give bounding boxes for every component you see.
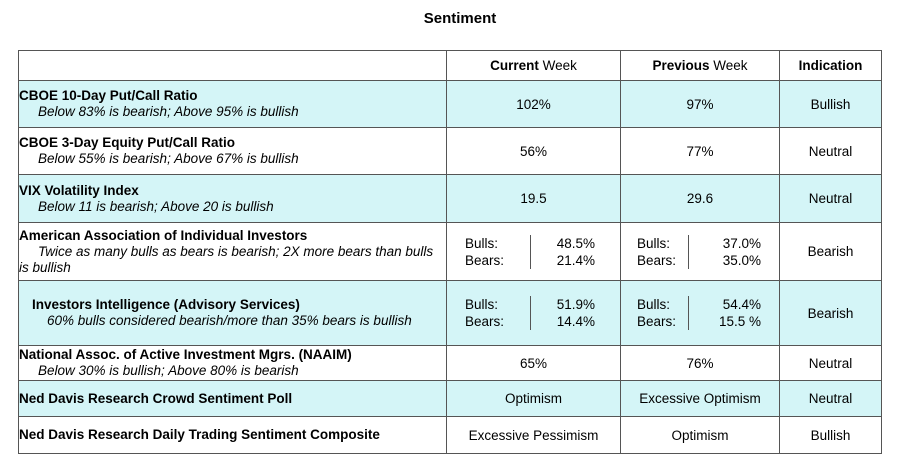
previous-week-value: Excessive Optimism — [620, 380, 780, 417]
indicator-name: CBOE 3-Day Equity Put/Call Ratio — [19, 135, 236, 150]
bulls-value: 37.0% — [722, 235, 761, 251]
indication-value: Bearish — [779, 222, 882, 281]
indicator-label-cell: National Assoc. of Active Investment Mgr… — [18, 345, 447, 381]
indication-value: Neutral — [779, 127, 882, 175]
previous-week-value: 97% — [620, 80, 780, 128]
bulls-label: Bulls: — [465, 235, 499, 251]
indicator-label-cell: Investors Intelligence (Advisory Service… — [18, 280, 447, 346]
header-current-week: Current Week — [446, 50, 621, 81]
bulls-value: 51.9% — [556, 297, 595, 312]
indicator-criteria: Below 11 is bearish; Above 20 is bullish — [38, 198, 274, 214]
indicator-criteria: Below 55% is bearish; Above 67% is bulli… — [38, 151, 299, 166]
current-week-value: Excessive Pessimism — [446, 416, 621, 454]
table-row: Investors Intelligence (Advisory Service… — [18, 280, 882, 346]
indication-value: Neutral — [779, 174, 882, 223]
current-week-value: 56% — [446, 127, 621, 175]
indicator-name: Ned Davis Research Daily Trading Sentime… — [19, 427, 380, 442]
previous-week-bulls-bears: Bulls: Bears: 37.0% 35.0% — [620, 222, 780, 281]
bears-value: 35.0% — [722, 252, 761, 268]
current-week-value: 19.5 — [446, 174, 621, 223]
indication-value: Neutral — [779, 380, 882, 417]
bulls-value: 48.5% — [556, 235, 595, 251]
indicator-label-cell: Ned Davis Research Crowd Sentiment Poll — [18, 380, 447, 417]
table-row: National Assoc. of Active Investment Mgr… — [18, 345, 882, 381]
bears-label: Bears: — [465, 252, 505, 268]
previous-week-value: 29.6 — [620, 174, 780, 223]
previous-week-value: 77% — [620, 127, 780, 175]
bears-label: Bears: — [637, 252, 677, 268]
indicator-criteria: Twice as many bulls as bears is bearish;… — [19, 243, 434, 275]
indicator-criteria: Below 83% is bearish; Above 95% is bulli… — [38, 104, 299, 119]
bears-value: 21.4% — [556, 252, 595, 268]
bears-value: 14.4% — [556, 314, 595, 329]
indication-value: Neutral — [779, 345, 882, 381]
indicator-name: VIX Volatility Index — [19, 182, 139, 198]
header-row: Current Week Previous Week Indication — [18, 50, 882, 81]
indicator-name: National Assoc. of Active Investment Mgr… — [19, 347, 352, 362]
table-row: American Association of Individual Inves… — [18, 222, 882, 281]
indicator-label-cell: American Association of Individual Inves… — [18, 222, 447, 281]
table-row: CBOE 10-Day Put/Call Ratio Below 83% is … — [18, 80, 882, 128]
table-row: Ned Davis Research Daily Trading Sentime… — [18, 416, 882, 454]
indicator-criteria: Below 30% is bullish; Above 80% is beari… — [38, 363, 299, 378]
indicator-label-cell: VIX Volatility Index Below 11 is bearish… — [18, 174, 447, 223]
bears-label: Bears: — [637, 314, 677, 329]
header-blank-cell — [18, 50, 447, 81]
indication-value: Bearish — [779, 280, 882, 346]
bulls-label: Bulls: — [465, 297, 499, 312]
indicator-label-cell: CBOE 10-Day Put/Call Ratio Below 83% is … — [18, 80, 447, 128]
indicator-label-cell: CBOE 3-Day Equity Put/Call Ratio Below 5… — [18, 127, 447, 175]
indicator-criteria: 60% bulls considered bearish/more than 3… — [47, 313, 412, 328]
indicator-name: CBOE 10-Day Put/Call Ratio — [19, 88, 198, 103]
indicator-label-cell: Ned Davis Research Daily Trading Sentime… — [18, 416, 447, 454]
current-week-value: 102% — [446, 80, 621, 128]
sentiment-table: Current Week Previous Week Indication CB… — [18, 50, 882, 454]
indicator-name: American Association of Individual Inves… — [19, 227, 308, 243]
header-indication: Indication — [779, 50, 882, 81]
header-previous-week: Previous Week — [620, 50, 780, 81]
current-week-value: Optimism — [446, 380, 621, 417]
indicator-name: Ned Davis Research Crowd Sentiment Poll — [19, 390, 293, 406]
table-row: VIX Volatility Index Below 11 is bearish… — [18, 174, 882, 223]
bears-value: 15.5 % — [718, 314, 761, 329]
current-week-value: 65% — [446, 345, 621, 381]
previous-week-value: Optimism — [620, 416, 780, 454]
bulls-label: Bulls: — [637, 235, 671, 251]
bulls-label: Bulls: — [637, 297, 671, 312]
current-week-bulls-bears: Bulls: Bears: 51.9% 14.4% — [446, 280, 621, 346]
indication-value: Bullish — [779, 80, 882, 128]
bulls-value: 54.4% — [722, 297, 761, 312]
table-row: Ned Davis Research Crowd Sentiment Poll … — [18, 380, 882, 417]
previous-week-bulls-bears: Bulls: Bears: 54.4% 15.5 % — [620, 280, 780, 346]
indicator-name: Investors Intelligence (Advisory Service… — [32, 297, 300, 312]
page-title: Sentiment — [423, 10, 497, 27]
bears-label: Bears: — [465, 314, 505, 329]
previous-week-value: 76% — [620, 345, 780, 381]
indication-value: Bullish — [779, 416, 882, 454]
table-row: CBOE 3-Day Equity Put/Call Ratio Below 5… — [18, 127, 882, 175]
current-week-bulls-bears: Bulls: Bears: 48.5% 21.4% — [446, 222, 621, 281]
